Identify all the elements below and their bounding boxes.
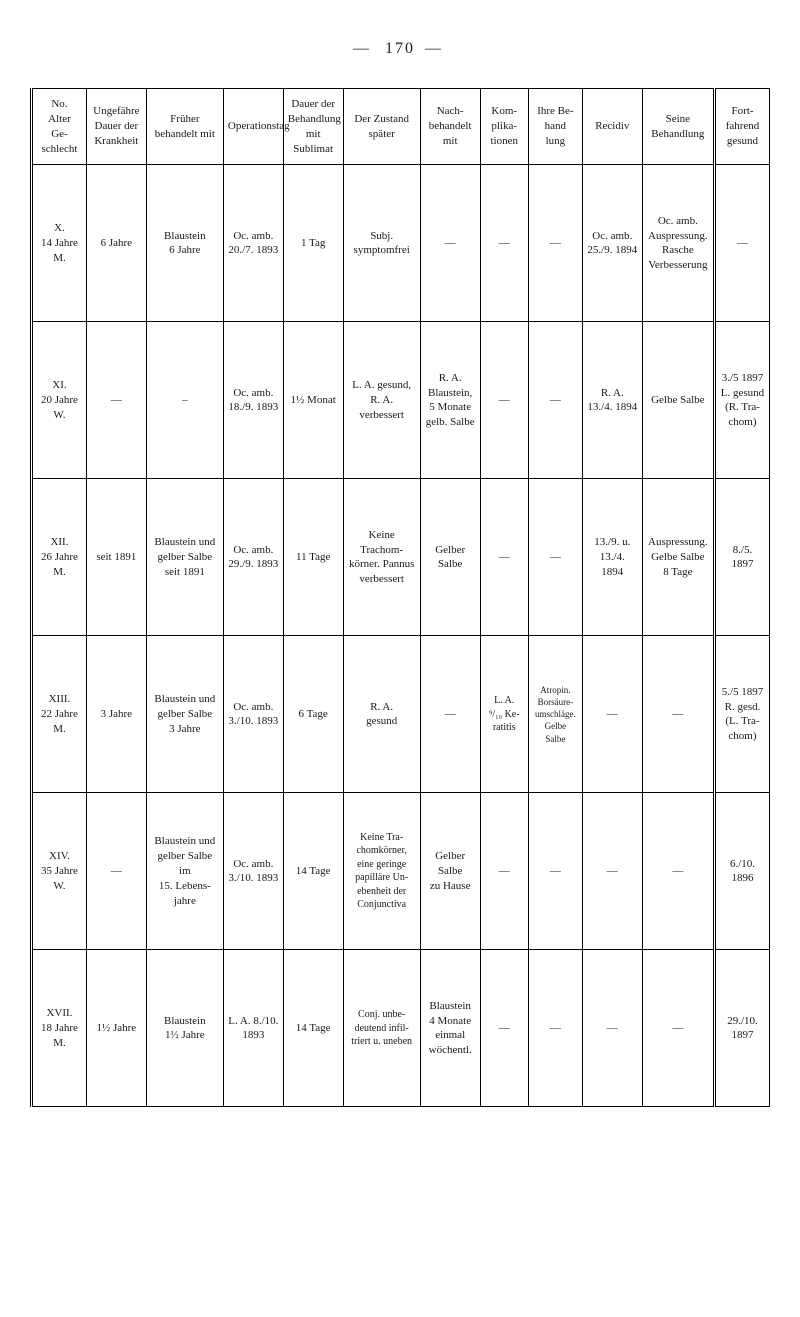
cell-dauer-beh: 1 Tag: [283, 165, 343, 322]
cell-dauer-krank: 6 Jahre: [86, 165, 146, 322]
cell-dauer-beh: 1½ Monat: [283, 322, 343, 479]
cell-fort: —: [714, 165, 769, 322]
cell-kom: —: [480, 950, 528, 1107]
cell-nach: GelberSalbezu Hause: [420, 793, 480, 950]
cell-recidiv: —: [582, 950, 642, 1107]
cell-seine: —: [642, 950, 714, 1107]
page-number: 170: [30, 40, 770, 58]
cell-no: XII.26 JahreM.: [32, 479, 87, 636]
cell-dauer-beh: 14 Tage: [283, 793, 343, 950]
header-no: No.AlterGe-schlecht: [32, 89, 87, 165]
cell-fort: 3./5 1897L. gesund(R. Tra-chom): [714, 322, 769, 479]
cell-nach: Blaustein4 Monateeinmalwöchentl.: [420, 950, 480, 1107]
table-row: XI.20 JahreW. — – Oc. amb.18./9. 1893 1½…: [32, 322, 770, 479]
cell-kom: —: [480, 165, 528, 322]
cell-fruher: Blaustein undgelber Salbe3 Jahre: [146, 636, 223, 793]
cell-kom: —: [480, 479, 528, 636]
cell-dauer-krank: 1½ Jahre: [86, 950, 146, 1107]
cell-dauer-krank: —: [86, 793, 146, 950]
cell-ihre: —: [528, 322, 582, 479]
header-dauer-krank: UngefähreDauer derKrankheit: [86, 89, 146, 165]
header-operation: Operationstag: [223, 89, 283, 165]
cell-no: XVII.18 JahreM.: [32, 950, 87, 1107]
cell-fruher: Blaustein6 Jahre: [146, 165, 223, 322]
cell-fort: 8./5.1897: [714, 479, 769, 636]
table-row: XIII.22 JahreM. 3 Jahre Blaustein undgel…: [32, 636, 770, 793]
cell-zustand: KeineTrachom-körner. Pannusverbessert: [343, 479, 420, 636]
table-row: XIV.35 JahreW. — Blaustein undgelber Sal…: [32, 793, 770, 950]
table-row: XII.26 JahreM. seit 1891 Blaustein undge…: [32, 479, 770, 636]
cell-dauer-krank: seit 1891: [86, 479, 146, 636]
table-row: XVII.18 JahreM. 1½ Jahre Blaustein1½ Jah…: [32, 950, 770, 1107]
cell-fruher: Blaustein undgelber Salbeseit 1891: [146, 479, 223, 636]
header-row: No.AlterGe-schlecht UngefähreDauer derKr…: [32, 89, 770, 165]
cell-nach: R. A.Blaustein,5 Monategelb. Salbe: [420, 322, 480, 479]
cell-recidiv: —: [582, 636, 642, 793]
cell-recidiv: 13./9. u. 13./4.1894: [582, 479, 642, 636]
cell-recidiv: Oc. amb.25./9. 1894: [582, 165, 642, 322]
cell-nach: —: [420, 165, 480, 322]
header-fort: Fort-fahrendgesund: [714, 89, 769, 165]
cell-fruher: Blaustein undgelber Salbe im15. Lebens-j…: [146, 793, 223, 950]
cell-kom: L. A.⁹/₁₀ Ke-ratitis: [480, 636, 528, 793]
header-fruher: Früherbehandelt mit: [146, 89, 223, 165]
header-zustand: Der Zustandspäter: [343, 89, 420, 165]
header-dauer-beh: Dauer derBehandlungmit Sublimat: [283, 89, 343, 165]
cell-kom: —: [480, 793, 528, 950]
cell-no: XI.20 JahreW.: [32, 322, 87, 479]
cell-seine: Auspressung.Gelbe Salbe8 Tage: [642, 479, 714, 636]
cell-ihre: —: [528, 950, 582, 1107]
cell-zustand: Conj. unbe-deutend infil-triert u. unebe…: [343, 950, 420, 1107]
header-nach: Nach-behandeltmit: [420, 89, 480, 165]
header-kom: Kom-plika-tionen: [480, 89, 528, 165]
cell-kom: —: [480, 322, 528, 479]
cell-recidiv: R. A.13./4. 1894: [582, 322, 642, 479]
cell-seine: Gelbe Salbe: [642, 322, 714, 479]
cell-nach: GelberSalbe: [420, 479, 480, 636]
cell-operation: Oc. amb.18./9. 1893: [223, 322, 283, 479]
cell-zustand: R. A.gesund: [343, 636, 420, 793]
cell-ihre: —: [528, 165, 582, 322]
cell-ihre: Atropin.Borsäure-umschläge.GelbeSalbe: [528, 636, 582, 793]
header-seine: SeineBehandlung: [642, 89, 714, 165]
cell-no: X.14 JahreM.: [32, 165, 87, 322]
header-ihre: Ihre Be-handlung: [528, 89, 582, 165]
cell-no: XIII.22 JahreM.: [32, 636, 87, 793]
cell-nach: —: [420, 636, 480, 793]
cell-zustand: Keine Tra-chomkörner,eine geringepapillä…: [343, 793, 420, 950]
cell-recidiv: —: [582, 793, 642, 950]
cell-zustand: L. A. gesund,R. A.verbessert: [343, 322, 420, 479]
cell-seine: —: [642, 793, 714, 950]
cell-fort: 6./10.1896: [714, 793, 769, 950]
cell-seine: —: [642, 636, 714, 793]
cell-dauer-krank: 3 Jahre: [86, 636, 146, 793]
cell-fort: 29./10.1897: [714, 950, 769, 1107]
cell-ihre: —: [528, 479, 582, 636]
cell-ihre: —: [528, 793, 582, 950]
cell-operation: Oc. amb.3./10. 1893: [223, 793, 283, 950]
cell-dauer-krank: —: [86, 322, 146, 479]
cell-zustand: Subj.symptomfrei: [343, 165, 420, 322]
cell-dauer-beh: 11 Tage: [283, 479, 343, 636]
cell-no: XIV.35 JahreW.: [32, 793, 87, 950]
cell-fruher: Blaustein1½ Jahre: [146, 950, 223, 1107]
cell-dauer-beh: 14 Tage: [283, 950, 343, 1107]
cell-operation: Oc. amb.29./9. 1893: [223, 479, 283, 636]
table-row: X.14 JahreM. 6 Jahre Blaustein6 Jahre Oc…: [32, 165, 770, 322]
cell-operation: Oc. amb.20./7. 1893: [223, 165, 283, 322]
cell-seine: Oc. amb.Auspressung.RascheVerbesserung: [642, 165, 714, 322]
cell-operation: Oc. amb.3./10. 1893: [223, 636, 283, 793]
header-recidiv: Recidiv: [582, 89, 642, 165]
cell-dauer-beh: 6 Tage: [283, 636, 343, 793]
medical-records-table: No.AlterGe-schlecht UngefähreDauer derKr…: [30, 88, 770, 1107]
cell-fort: 5./5 1897R. gesd.(L. Tra-chom): [714, 636, 769, 793]
cell-operation: L. A. 8./10.1893: [223, 950, 283, 1107]
cell-fruher: –: [146, 322, 223, 479]
table-body: X.14 JahreM. 6 Jahre Blaustein6 Jahre Oc…: [32, 165, 770, 1107]
